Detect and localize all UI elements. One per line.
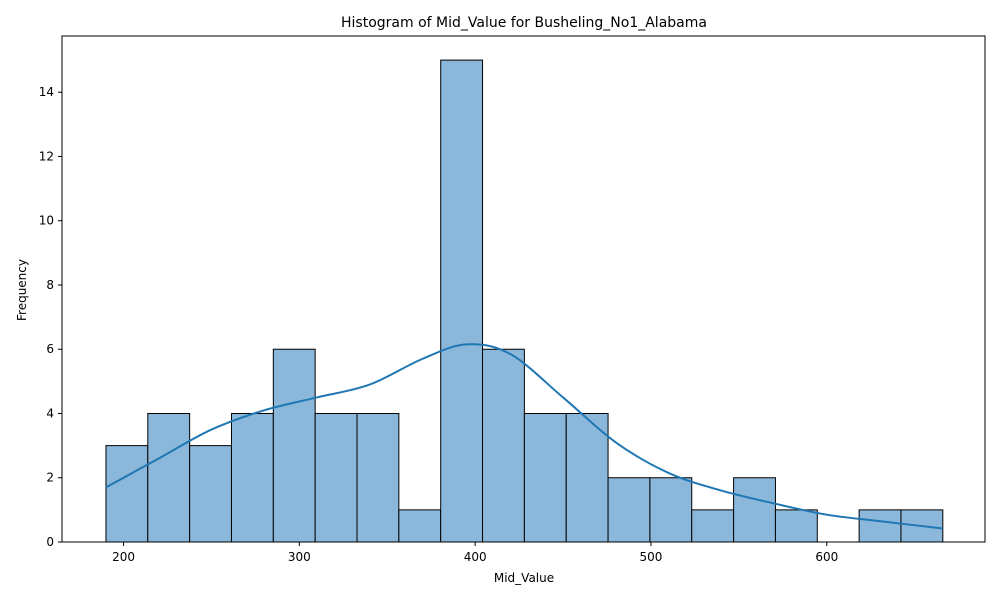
y-tick-label: 14 xyxy=(39,85,54,99)
x-tick-label: 600 xyxy=(815,550,838,564)
histogram-bar xyxy=(230,412,274,543)
y-axis-label: Frequency xyxy=(15,259,29,321)
x-tick-label: 300 xyxy=(288,550,311,564)
histogram-bar xyxy=(356,412,400,543)
y-tick-label: 6 xyxy=(46,342,54,356)
histogram-bar xyxy=(649,477,693,543)
y-axis: 0 2 4 6 8 10 12 14 xyxy=(39,85,62,549)
histogram-bar xyxy=(691,509,735,543)
bars-group xyxy=(105,59,944,543)
histogram-bar xyxy=(733,477,776,543)
y-tick-label: 8 xyxy=(46,278,54,292)
histogram-bar xyxy=(314,412,358,543)
histogram-bar xyxy=(105,445,149,543)
histogram-bar xyxy=(398,509,442,543)
plot-frame xyxy=(61,35,986,543)
histogram-bar xyxy=(482,348,525,543)
chart-title: Histogram of Mid_Value for Busheling_No1… xyxy=(341,15,707,31)
histogram-bar xyxy=(607,477,651,543)
kde-curve xyxy=(105,343,943,530)
histogram-bar xyxy=(440,59,484,543)
x-tick-label: 200 xyxy=(112,550,135,564)
histogram-bar xyxy=(858,509,902,543)
histogram-bar xyxy=(189,445,232,543)
histogram-bar xyxy=(523,412,567,543)
histogram-bar xyxy=(272,348,316,543)
y-tick-label: 2 xyxy=(46,471,54,485)
histogram-bar xyxy=(147,412,191,543)
x-axis-label: Mid_Value xyxy=(494,571,554,585)
x-tick-label: 500 xyxy=(640,550,663,564)
y-tick-label: 0 xyxy=(46,535,54,549)
histogram-bar xyxy=(565,412,609,543)
histogram-bar xyxy=(774,509,818,543)
y-tick-label: 12 xyxy=(39,149,54,163)
x-axis: 200 300 400 500 600 xyxy=(112,542,838,564)
y-tick-label: 4 xyxy=(46,406,54,420)
x-tick-label: 400 xyxy=(464,550,487,564)
y-tick-label: 10 xyxy=(39,214,54,228)
